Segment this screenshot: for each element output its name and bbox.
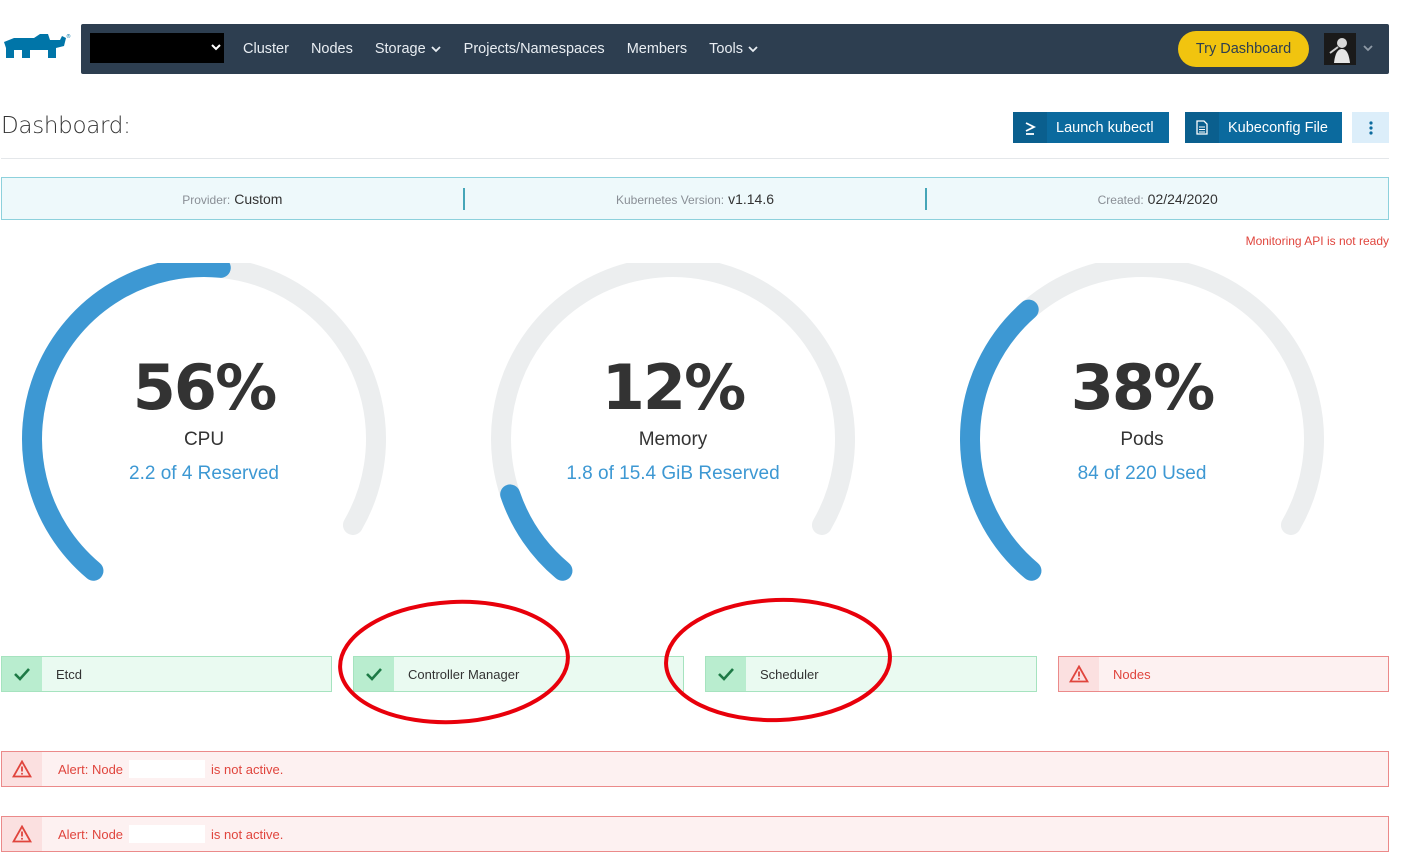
check-icon — [706, 657, 746, 691]
gauge-track — [491, 263, 855, 581]
chevron-down-icon[interactable] — [209, 40, 223, 54]
created-value: 02/24/2020 — [1147, 190, 1218, 207]
component-controller-manager: Controller Manager — [353, 656, 684, 692]
gauge-pods-label: Pods — [1120, 429, 1164, 450]
gauge-memory-detail: 1.8 of 15.4 GiB Reserved — [566, 463, 780, 484]
gauge-fill — [22, 263, 231, 581]
cluster-selector[interactable] — [90, 33, 224, 63]
check-icon — [2, 657, 42, 691]
component-nodes: Nodes — [1058, 656, 1389, 692]
gauge-cpu-label: CPU — [183, 429, 225, 450]
check-icon — [354, 657, 394, 691]
chevron-down-icon — [748, 46, 758, 53]
chevron-down-icon — [431, 46, 441, 53]
component-nodes-label: Nodes — [1113, 666, 1151, 682]
gauge-fill — [960, 299, 1042, 581]
node-alert: Alert: Node is not active. — [1, 751, 1389, 787]
gauge-pods-arc — [960, 263, 1324, 581]
component-etcd: Etcd — [1, 656, 332, 692]
component-controller-manager-label: Controller Manager — [408, 666, 520, 682]
svg-text:®: ® — [66, 33, 71, 40]
nav-tools[interactable]: Tools — [709, 41, 759, 57]
kubeconfig-file-button[interactable]: Kubeconfig File — [1185, 112, 1342, 143]
info-separator — [462, 187, 465, 210]
gauge-pods-detail: 84 of 220 Used — [1077, 463, 1207, 484]
terminal-icon — [1013, 112, 1047, 143]
vertical-dots-icon — [1368, 120, 1373, 135]
info-separator — [925, 187, 928, 210]
component-scheduler-label: Scheduler — [760, 666, 819, 682]
gauge-pods: 38% Pods 84 of 220 Used — [952, 263, 1332, 583]
warning-icon — [2, 817, 42, 851]
page-title: Dashboard: — [1, 113, 131, 139]
alert-text-suffix: is not active. — [211, 761, 284, 777]
kubeconfig-file-label: Kubeconfig File — [1228, 119, 1328, 136]
alert-text-prefix: Alert: Node — [58, 826, 124, 842]
alert-text-prefix: Alert: Node — [58, 761, 124, 777]
gauge-pods-value: 38% — [1070, 351, 1215, 424]
try-dashboard-button[interactable]: Try Dashboard — [1178, 31, 1309, 67]
gauge-cpu-detail: 2.2 of 4 Reserved — [129, 463, 279, 484]
component-scheduler: Scheduler — [705, 656, 1037, 692]
launch-kubectl-label: Launch kubectl — [1056, 119, 1154, 136]
chevron-down-icon[interactable] — [1362, 42, 1374, 54]
gauge-memory-arc — [491, 263, 855, 581]
top-nav-bar: Cluster Nodes Storage Projects/Namespace… — [81, 24, 1389, 74]
main-nav: Cluster Nodes Storage Projects/Namespace… — [243, 24, 781, 74]
more-actions-button[interactable] — [1352, 112, 1389, 143]
info-kubernetes-version: Kubernetes Version: v1.14.6 — [616, 190, 775, 207]
nav-nodes[interactable]: Nodes — [310, 41, 353, 57]
gauge-memory-value: 12% — [601, 351, 746, 424]
component-etcd-label: Etcd — [56, 666, 83, 682]
alert-text-suffix: is not active. — [211, 826, 284, 842]
redacted-node-name — [129, 760, 206, 778]
file-icon — [1185, 112, 1219, 143]
nav-projects-namespaces[interactable]: Projects/Namespaces — [463, 41, 605, 57]
info-created: Created: 02/24/2020 — [1097, 190, 1218, 207]
node-alert: Alert: Node is not active. — [1, 816, 1389, 852]
monitoring-warning: Monitoring API is not ready — [1245, 234, 1389, 248]
nav-cluster[interactable]: Cluster — [243, 41, 289, 57]
rancher-logo[interactable]: ® — [0, 28, 72, 68]
gauge-cpu: 56% CPU 2.2 of 4 Reserved — [14, 263, 394, 583]
warning-icon — [2, 752, 42, 786]
info-provider: Provider: Custom — [182, 190, 283, 207]
gauge-cpu-arc — [22, 263, 386, 581]
cluster-info-bar: Provider: Custom Kubernetes Version: v1.14… — [1, 177, 1389, 220]
nav-storage[interactable]: Storage — [375, 41, 442, 57]
gauge-memory-label: Memory — [638, 429, 708, 450]
gauge-cpu-value: 56% — [132, 351, 277, 424]
user-avatar[interactable] — [1324, 33, 1356, 65]
launch-kubectl-button[interactable]: Launch kubectl — [1013, 112, 1169, 143]
warning-icon — [1059, 657, 1099, 691]
redacted-node-name — [129, 825, 206, 843]
gauge-fill — [500, 484, 573, 581]
nav-members[interactable]: Members — [626, 41, 688, 57]
provider-value: Custom — [234, 190, 283, 207]
title-divider — [1, 158, 1389, 159]
kubernetes-version-value: v1.14.6 — [728, 190, 775, 207]
gauge-memory: 12% Memory 1.8 of 15.4 GiB Reserved — [483, 263, 863, 583]
